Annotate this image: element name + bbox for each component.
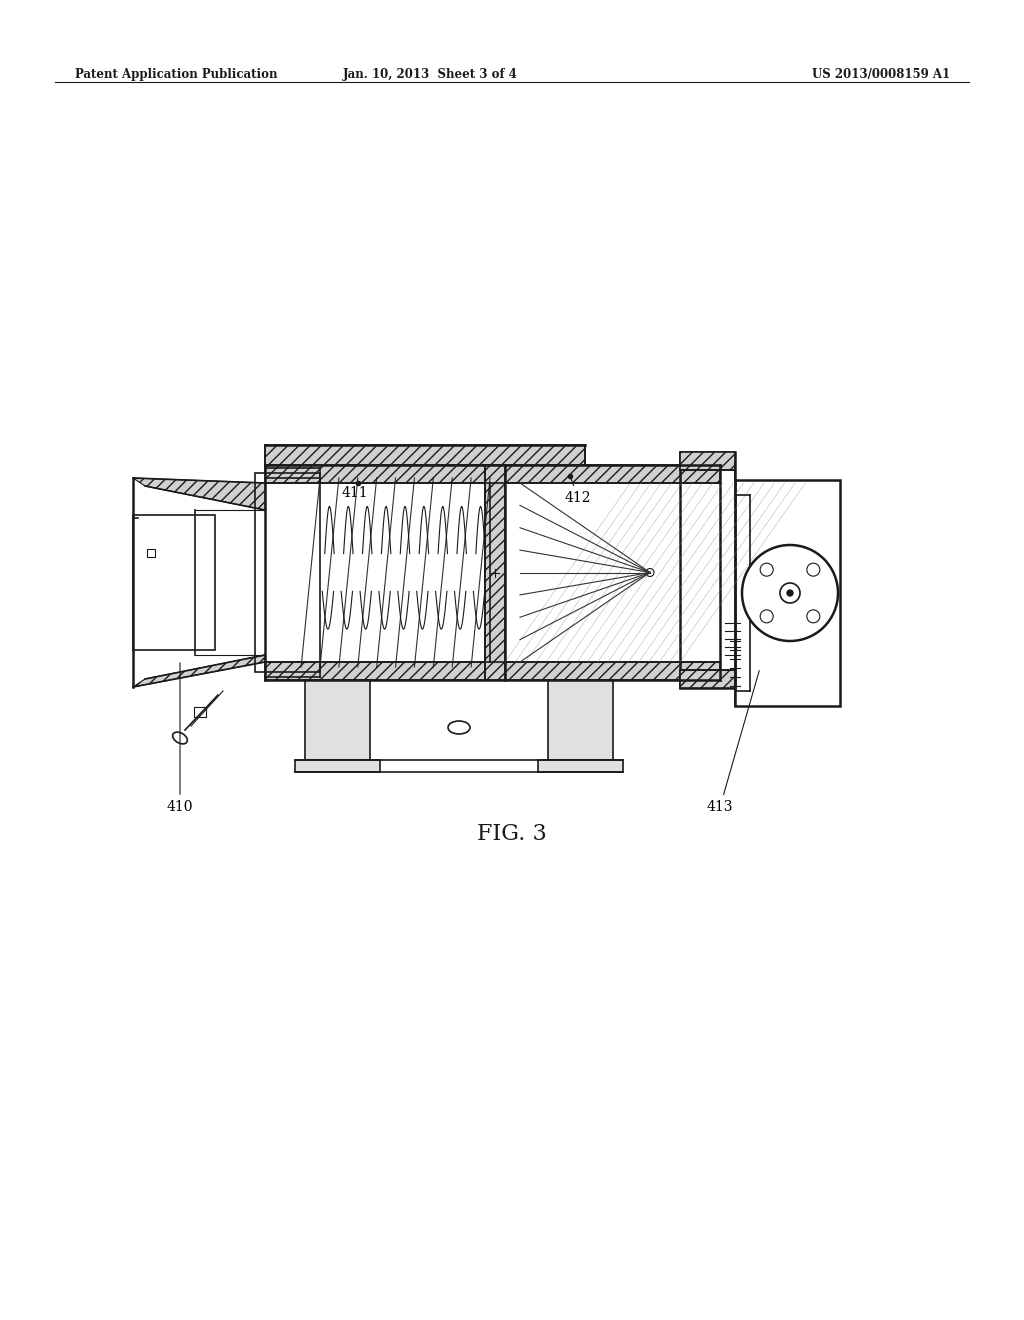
- Text: Patent Application Publication: Patent Application Publication: [75, 69, 278, 81]
- Bar: [538, 760, 623, 772]
- Circle shape: [760, 564, 773, 576]
- Polygon shape: [133, 655, 265, 686]
- Circle shape: [787, 590, 793, 597]
- Text: 410: 410: [167, 663, 194, 814]
- Text: FIG. 3: FIG. 3: [477, 824, 547, 845]
- Circle shape: [760, 610, 773, 623]
- Circle shape: [780, 583, 800, 603]
- Bar: [485, 465, 505, 680]
- Circle shape: [807, 564, 820, 576]
- Bar: [133, 515, 215, 649]
- Text: 412: 412: [565, 479, 592, 506]
- Circle shape: [742, 545, 838, 642]
- Bar: [265, 663, 720, 680]
- Bar: [680, 451, 735, 470]
- Polygon shape: [133, 478, 265, 510]
- Text: 411: 411: [342, 483, 369, 500]
- Bar: [295, 760, 380, 772]
- Bar: [255, 473, 319, 672]
- Text: 413: 413: [707, 671, 759, 814]
- Bar: [265, 445, 585, 465]
- Bar: [680, 671, 735, 688]
- Bar: [735, 480, 840, 706]
- Bar: [147, 549, 155, 557]
- Bar: [548, 680, 613, 760]
- Text: US 2013/0008159 A1: US 2013/0008159 A1: [812, 69, 950, 81]
- Text: Jan. 10, 2013  Sheet 3 of 4: Jan. 10, 2013 Sheet 3 of 4: [343, 69, 517, 81]
- Bar: [194, 708, 206, 717]
- Bar: [305, 680, 370, 760]
- Bar: [265, 465, 720, 483]
- Circle shape: [807, 610, 820, 623]
- Bar: [680, 451, 735, 688]
